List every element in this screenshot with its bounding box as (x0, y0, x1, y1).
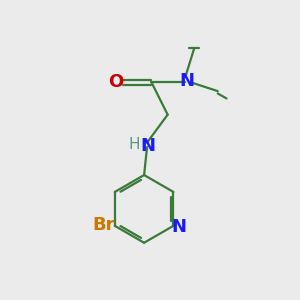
Text: N: N (179, 72, 194, 90)
Text: Br: Br (92, 216, 115, 234)
Text: H: H (129, 136, 140, 152)
Text: N: N (171, 218, 186, 236)
Text: O: O (109, 73, 124, 91)
Text: N: N (141, 137, 156, 155)
